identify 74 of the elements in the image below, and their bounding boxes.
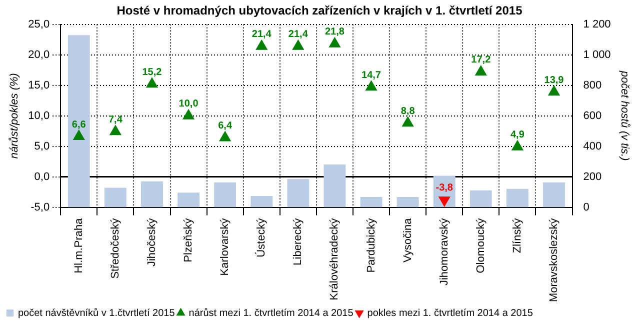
data-label: 14,7 — [362, 70, 382, 81]
x-tick-label: Středočeský — [109, 218, 122, 279]
x-tick-label: Královéhradecký — [328, 218, 341, 300]
bar — [214, 182, 236, 208]
point — [475, 65, 487, 76]
y-tick-label: 10,0 — [28, 110, 50, 122]
bar — [104, 188, 126, 208]
x-tick-label: Jihočeský — [146, 218, 158, 267]
point — [182, 109, 194, 120]
bar — [250, 196, 273, 208]
point — [292, 40, 304, 50]
y-axis-title: nárůst/pokles (%) — [8, 72, 21, 159]
y2-tick-label: 1 000 — [583, 48, 611, 61]
point — [110, 125, 122, 136]
x-tick-label: Moravskoslezský — [548, 218, 560, 302]
bar — [543, 182, 565, 208]
x-tick-label: Jihomoravský — [438, 218, 450, 286]
data-label: 17,2 — [471, 54, 492, 66]
bar — [396, 197, 419, 208]
legend-label: počet návštěvníků v 1.čtvrtletí 2015 — [18, 306, 176, 319]
y-tick-label: 25,0 — [28, 18, 50, 30]
point — [146, 78, 158, 88]
x-tick-label: Karlovarský — [219, 218, 232, 276]
data-label: 15,2 — [142, 66, 162, 78]
bar — [470, 190, 492, 208]
data-label: 13,9 — [544, 74, 564, 86]
x-tick-label: Olomoucký — [474, 218, 487, 274]
y-tick-label: 5,0 — [34, 140, 50, 152]
bar — [68, 35, 90, 208]
point — [256, 40, 268, 50]
bar — [178, 192, 200, 208]
data-label: -3,8 — [436, 182, 454, 194]
x-tick-label: Ústecký — [254, 218, 268, 258]
bar — [287, 179, 310, 208]
point — [73, 130, 85, 140]
data-label: 4,9 — [510, 130, 525, 141]
data-label: 7,4 — [108, 114, 123, 126]
data-label: 8,8 — [400, 106, 416, 117]
x-tick-label: Vysočina — [402, 217, 414, 262]
y2-tick-label: 800 — [583, 79, 602, 92]
y2-axis-title: počet hostů (v tis.) — [618, 70, 630, 162]
y-tick-label: 15,0 — [28, 79, 50, 92]
y2-tick-label: 400 — [583, 140, 602, 152]
point — [512, 140, 524, 150]
point — [402, 116, 414, 127]
point — [219, 131, 231, 142]
y2-tick-label: 200 — [583, 170, 602, 183]
x-tick-label: Plzeňský — [182, 218, 195, 262]
legend-label: nárůst mezi 1. čtvrtletím 2014 a 2015 — [188, 306, 354, 319]
point — [548, 86, 560, 96]
legend-label: pokles mezi 1. čtvrtletím 2014 a 2015 — [367, 308, 534, 319]
bar — [360, 197, 382, 208]
data-label: 21,8 — [324, 26, 345, 38]
y-tick-label: 20,0 — [28, 48, 50, 61]
bar — [506, 188, 528, 208]
x-tick-label: Zlínský — [511, 218, 524, 254]
data-label: 21,4 — [288, 29, 308, 40]
bar — [324, 164, 346, 208]
y2-tick-label: 600 — [583, 110, 602, 122]
point — [329, 37, 340, 48]
x-tick-label: Liberecký — [292, 218, 304, 266]
data-label: 6,4 — [218, 120, 232, 132]
y2-tick-label: 0 — [583, 201, 590, 214]
chart-title: Hosté v hromadných ubytovacích zařízeních v krajích v 1. čtvrtletí 2015 — [116, 4, 523, 18]
bar — [141, 181, 163, 208]
data-label: 6,6 — [72, 119, 86, 130]
x-tick-label: Hl.m.Praha — [72, 217, 85, 274]
data-label: 10,0 — [178, 98, 199, 110]
y-tick-label: 0,0 — [34, 170, 50, 183]
x-tick-label: Pardubický — [365, 218, 378, 273]
point — [366, 80, 377, 91]
data-label: 21,4 — [252, 29, 272, 40]
y2-tick-label: 1 200 — [583, 18, 611, 30]
y-tick-label: -5,0 — [30, 201, 50, 214]
